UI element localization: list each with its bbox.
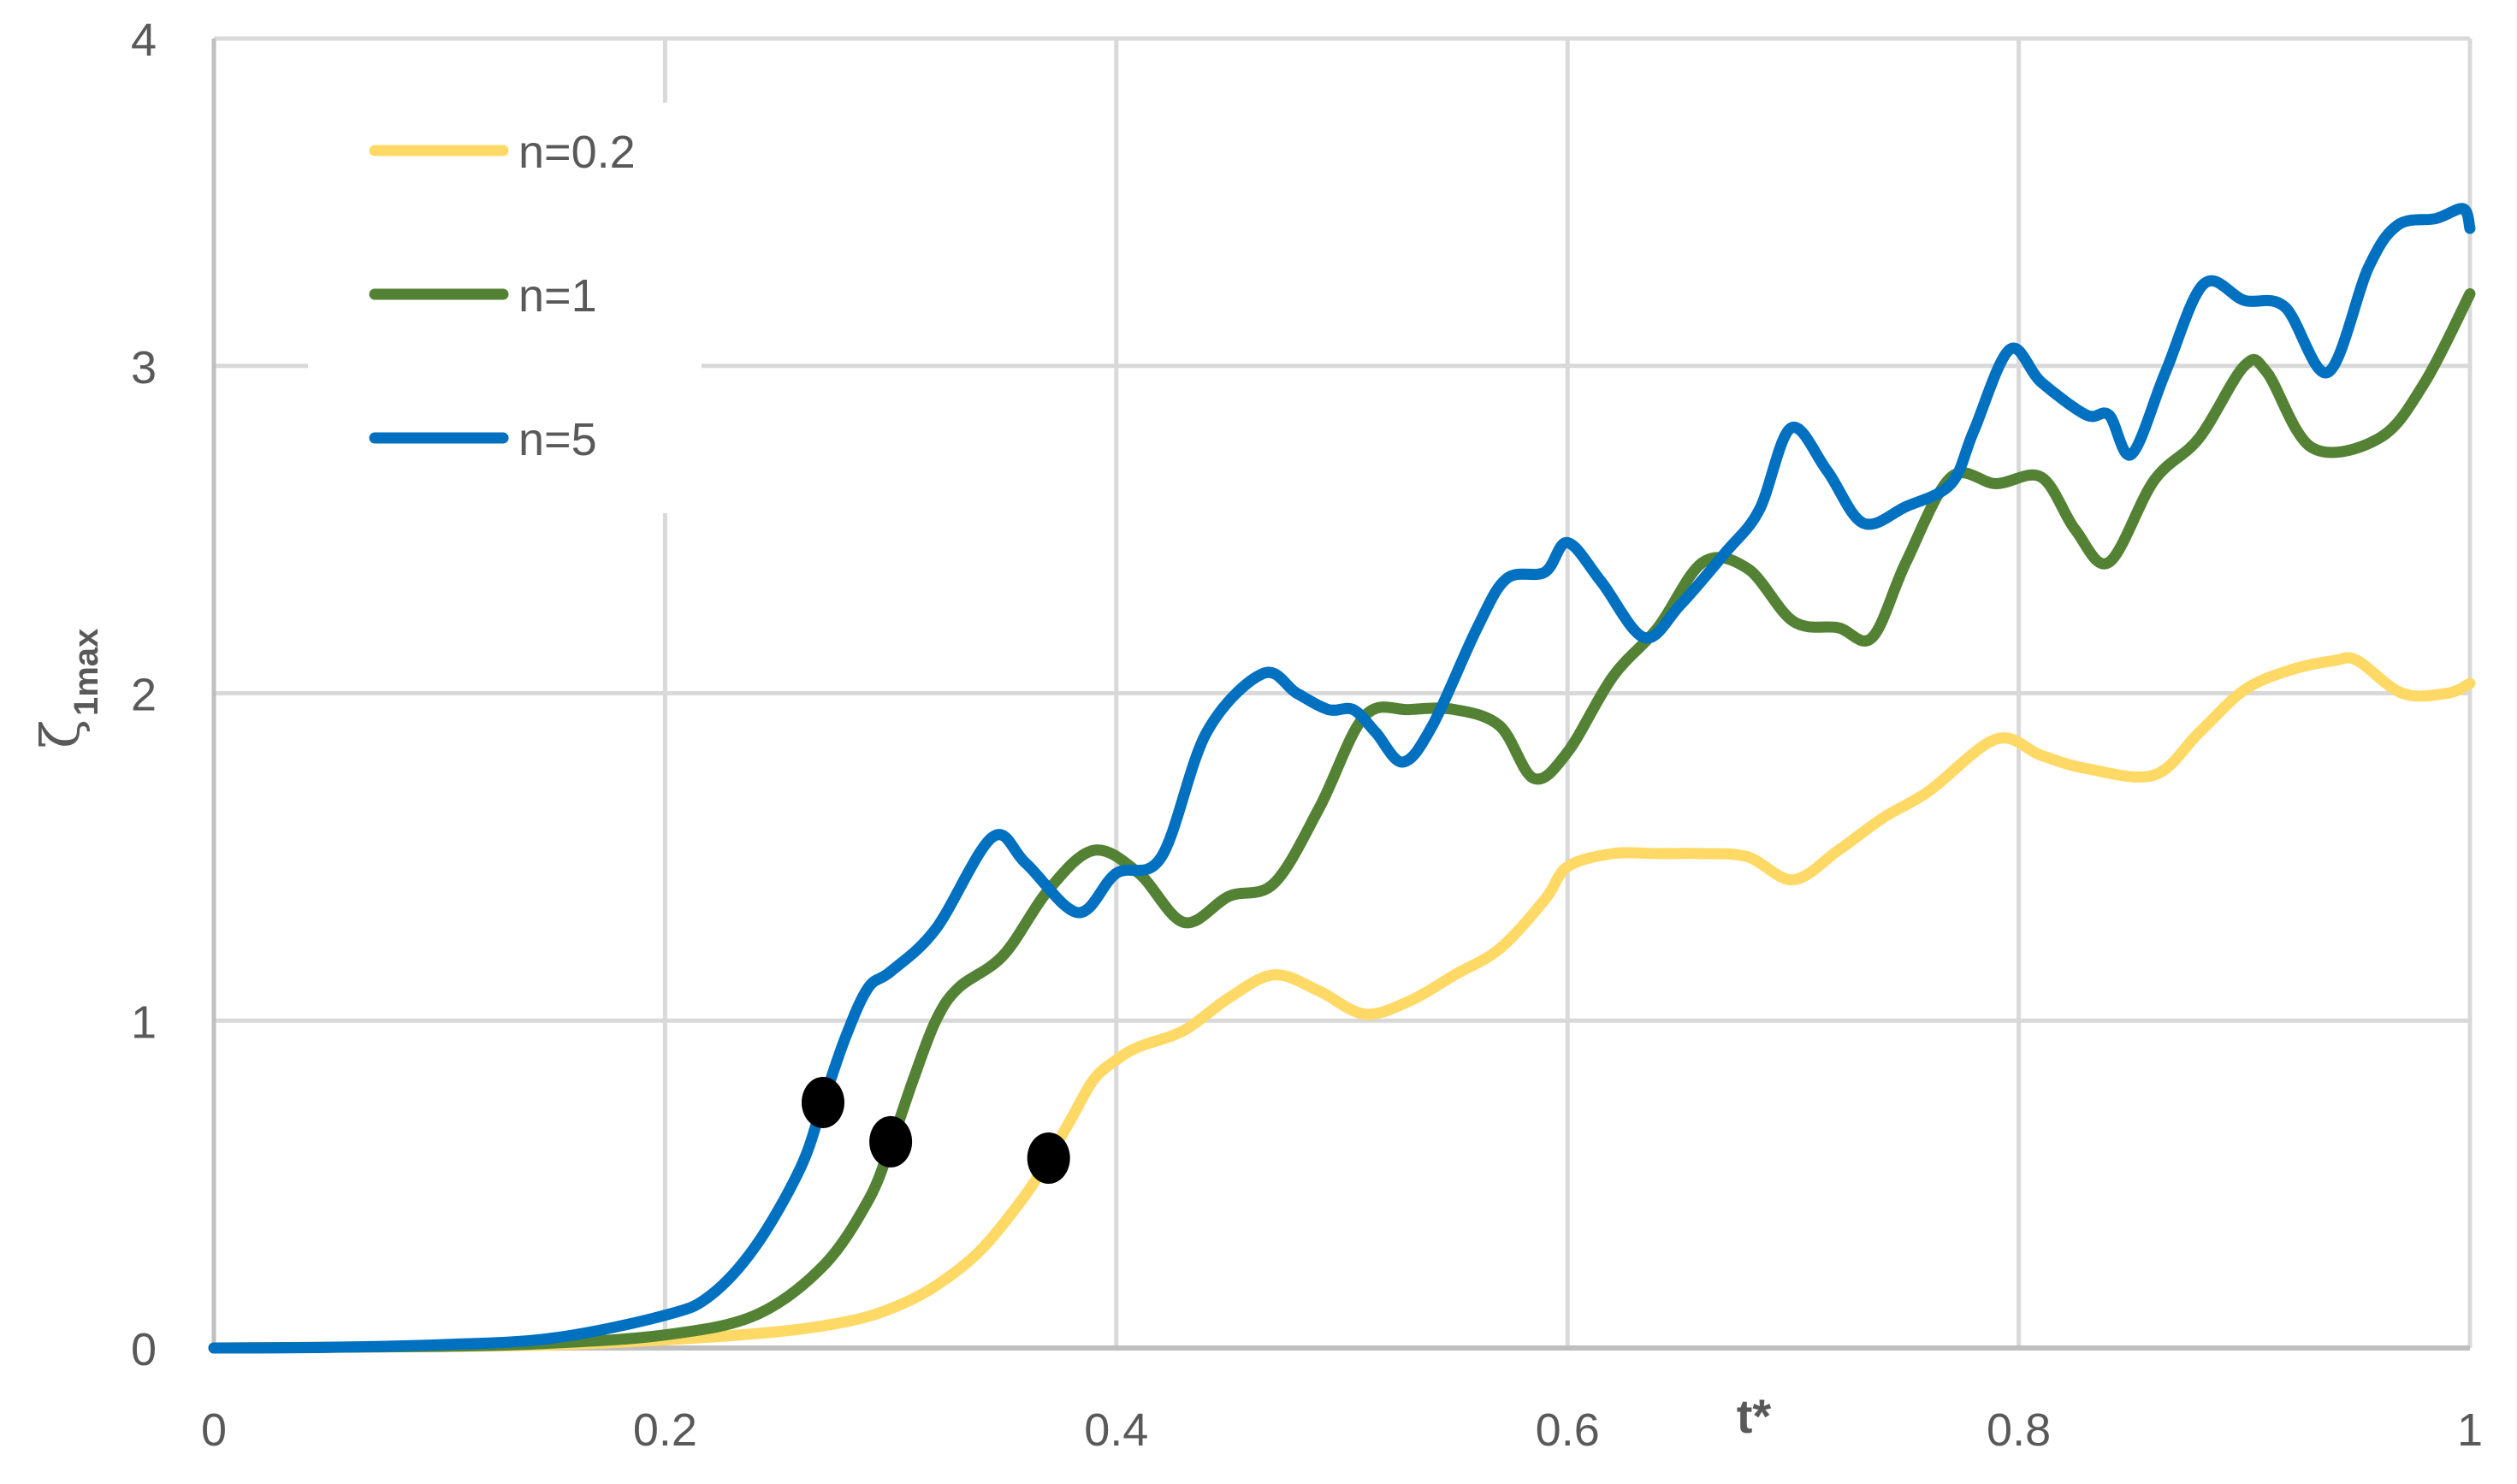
legend-item: n=1 (369, 270, 597, 322)
y-tick-label: 3 (131, 342, 157, 393)
x-tick-label: 0 (201, 1404, 227, 1456)
x-tick-label: 0.6 (1536, 1404, 1600, 1456)
y-axis-label-subscript: 1max (68, 629, 105, 716)
marker-dot (801, 1076, 844, 1128)
x-axis-label: t* (1737, 1389, 1772, 1443)
y-tick-label: 1 (131, 996, 157, 1048)
transition-markers (801, 1076, 1070, 1185)
series-line-n-1 (208, 288, 2476, 1354)
legend-label: n=1 (518, 270, 597, 322)
y-axis-label: ζ 1max (29, 629, 105, 748)
series-line-n-0-2 (208, 652, 2476, 1354)
x-tick-label: 0.8 (1987, 1404, 2051, 1456)
legend-background (308, 103, 702, 513)
x-tick-label: 0.4 (1084, 1404, 1148, 1456)
y-tick-label: 2 (131, 670, 157, 721)
y-axis-label-symbol: ζ (29, 719, 92, 748)
y-tick-label: 4 (131, 15, 157, 66)
legend-item: n=5 (369, 414, 597, 465)
legend-label: n=5 (518, 414, 597, 465)
legend-label: n=0.2 (518, 127, 636, 178)
y-tick-label: 0 (131, 1324, 157, 1375)
x-tick-label: 0.2 (633, 1404, 697, 1456)
x-axis-ticks: 0 0.2 0.4 0.6 0.8 1 (201, 1404, 2483, 1456)
marker-dot (869, 1115, 913, 1168)
y-axis-ticks: 0 1 2 3 4 (131, 15, 157, 1375)
legend: n=0.2 n=1 n=5 (369, 127, 636, 465)
legend-item: n=0.2 (369, 127, 636, 178)
x-tick-label: 1 (2457, 1404, 2483, 1456)
marker-dot (1027, 1132, 1070, 1185)
